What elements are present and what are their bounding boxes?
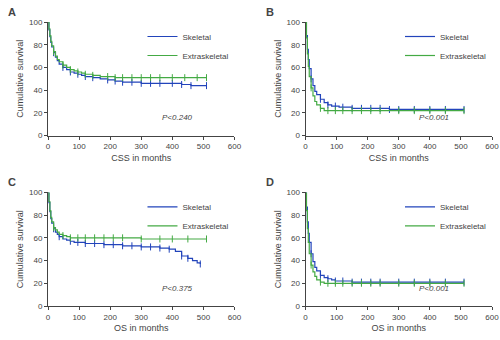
svg-text:OS in months: OS in months bbox=[371, 323, 426, 333]
svg-text:60: 60 bbox=[33, 63, 42, 72]
svg-text:300: 300 bbox=[392, 313, 406, 322]
svg-text:60: 60 bbox=[291, 234, 300, 243]
svg-text:CSS in months: CSS in months bbox=[369, 153, 430, 163]
svg-text:0: 0 bbox=[295, 302, 300, 311]
svg-text:20: 20 bbox=[291, 109, 300, 118]
svg-text:100: 100 bbox=[29, 18, 43, 27]
svg-text:80: 80 bbox=[33, 211, 42, 220]
svg-text:Extraskeletal: Extraskeletal bbox=[182, 222, 228, 231]
svg-text:400: 400 bbox=[166, 313, 180, 322]
svg-text:Cumulative survival: Cumulative survival bbox=[273, 40, 283, 118]
svg-text:600: 600 bbox=[485, 313, 499, 322]
svg-text:300: 300 bbox=[135, 313, 149, 322]
svg-text:200: 200 bbox=[103, 142, 117, 151]
svg-text:20: 20 bbox=[33, 279, 42, 288]
svg-text:B: B bbox=[266, 6, 274, 18]
svg-text:60: 60 bbox=[291, 63, 300, 72]
svg-text:0: 0 bbox=[38, 131, 43, 140]
svg-text:200: 200 bbox=[361, 313, 375, 322]
svg-text:0: 0 bbox=[303, 142, 308, 151]
svg-text:Skeletal: Skeletal bbox=[440, 203, 469, 212]
svg-text:40: 40 bbox=[33, 256, 42, 265]
svg-text:Skeletal: Skeletal bbox=[440, 33, 469, 42]
svg-text:0: 0 bbox=[303, 313, 308, 322]
svg-text:600: 600 bbox=[228, 142, 242, 151]
svg-text:Extraskeletal: Extraskeletal bbox=[440, 52, 486, 61]
svg-text:40: 40 bbox=[291, 256, 300, 265]
svg-text:Extraskeletal: Extraskeletal bbox=[182, 52, 228, 61]
svg-text:Cumulative survival: Cumulative survival bbox=[273, 210, 283, 288]
svg-text:500: 500 bbox=[197, 313, 211, 322]
svg-text:40: 40 bbox=[291, 86, 300, 95]
svg-text:20: 20 bbox=[291, 279, 300, 288]
svg-text:20: 20 bbox=[33, 109, 42, 118]
svg-text:0: 0 bbox=[38, 302, 43, 311]
svg-text:100: 100 bbox=[330, 313, 344, 322]
svg-text:500: 500 bbox=[454, 142, 468, 151]
svg-text:Cumulative survival: Cumulative survival bbox=[15, 40, 25, 118]
svg-text:600: 600 bbox=[485, 142, 499, 151]
svg-text:P<0.240: P<0.240 bbox=[162, 113, 193, 122]
svg-text:P<0.375: P<0.375 bbox=[162, 284, 193, 293]
svg-text:100: 100 bbox=[72, 313, 86, 322]
svg-text:100: 100 bbox=[330, 142, 344, 151]
svg-text:100: 100 bbox=[72, 142, 86, 151]
svg-text:400: 400 bbox=[166, 142, 180, 151]
svg-text:100: 100 bbox=[287, 18, 301, 27]
svg-text:Skeletal: Skeletal bbox=[182, 203, 211, 212]
svg-text:100: 100 bbox=[287, 188, 301, 197]
svg-text:300: 300 bbox=[135, 142, 149, 151]
svg-text:OS in months: OS in months bbox=[114, 323, 169, 333]
svg-text:100: 100 bbox=[29, 188, 43, 197]
svg-text:40: 40 bbox=[33, 86, 42, 95]
svg-text:0: 0 bbox=[46, 313, 51, 322]
svg-text:80: 80 bbox=[291, 211, 300, 220]
svg-text:80: 80 bbox=[33, 41, 42, 50]
svg-text:200: 200 bbox=[361, 142, 375, 151]
svg-text:0: 0 bbox=[295, 131, 300, 140]
svg-text:600: 600 bbox=[228, 313, 242, 322]
svg-text:0: 0 bbox=[46, 142, 51, 151]
svg-text:Cumulative survival: Cumulative survival bbox=[15, 210, 25, 288]
svg-text:400: 400 bbox=[423, 142, 437, 151]
svg-text:P<0.001: P<0.001 bbox=[419, 113, 449, 122]
svg-text:P<0.001: P<0.001 bbox=[419, 284, 449, 293]
svg-text:C: C bbox=[8, 176, 16, 188]
svg-text:CSS in months: CSS in months bbox=[111, 153, 172, 163]
svg-text:Extraskeletal: Extraskeletal bbox=[440, 222, 486, 231]
svg-text:Skeletal: Skeletal bbox=[182, 33, 211, 42]
svg-text:500: 500 bbox=[197, 142, 211, 151]
svg-text:A: A bbox=[8, 6, 16, 18]
svg-text:200: 200 bbox=[103, 313, 117, 322]
svg-text:80: 80 bbox=[291, 41, 300, 50]
svg-text:D: D bbox=[266, 176, 274, 188]
svg-text:500: 500 bbox=[454, 313, 468, 322]
svg-text:400: 400 bbox=[423, 313, 437, 322]
svg-text:300: 300 bbox=[392, 142, 406, 151]
svg-text:60: 60 bbox=[33, 234, 42, 243]
